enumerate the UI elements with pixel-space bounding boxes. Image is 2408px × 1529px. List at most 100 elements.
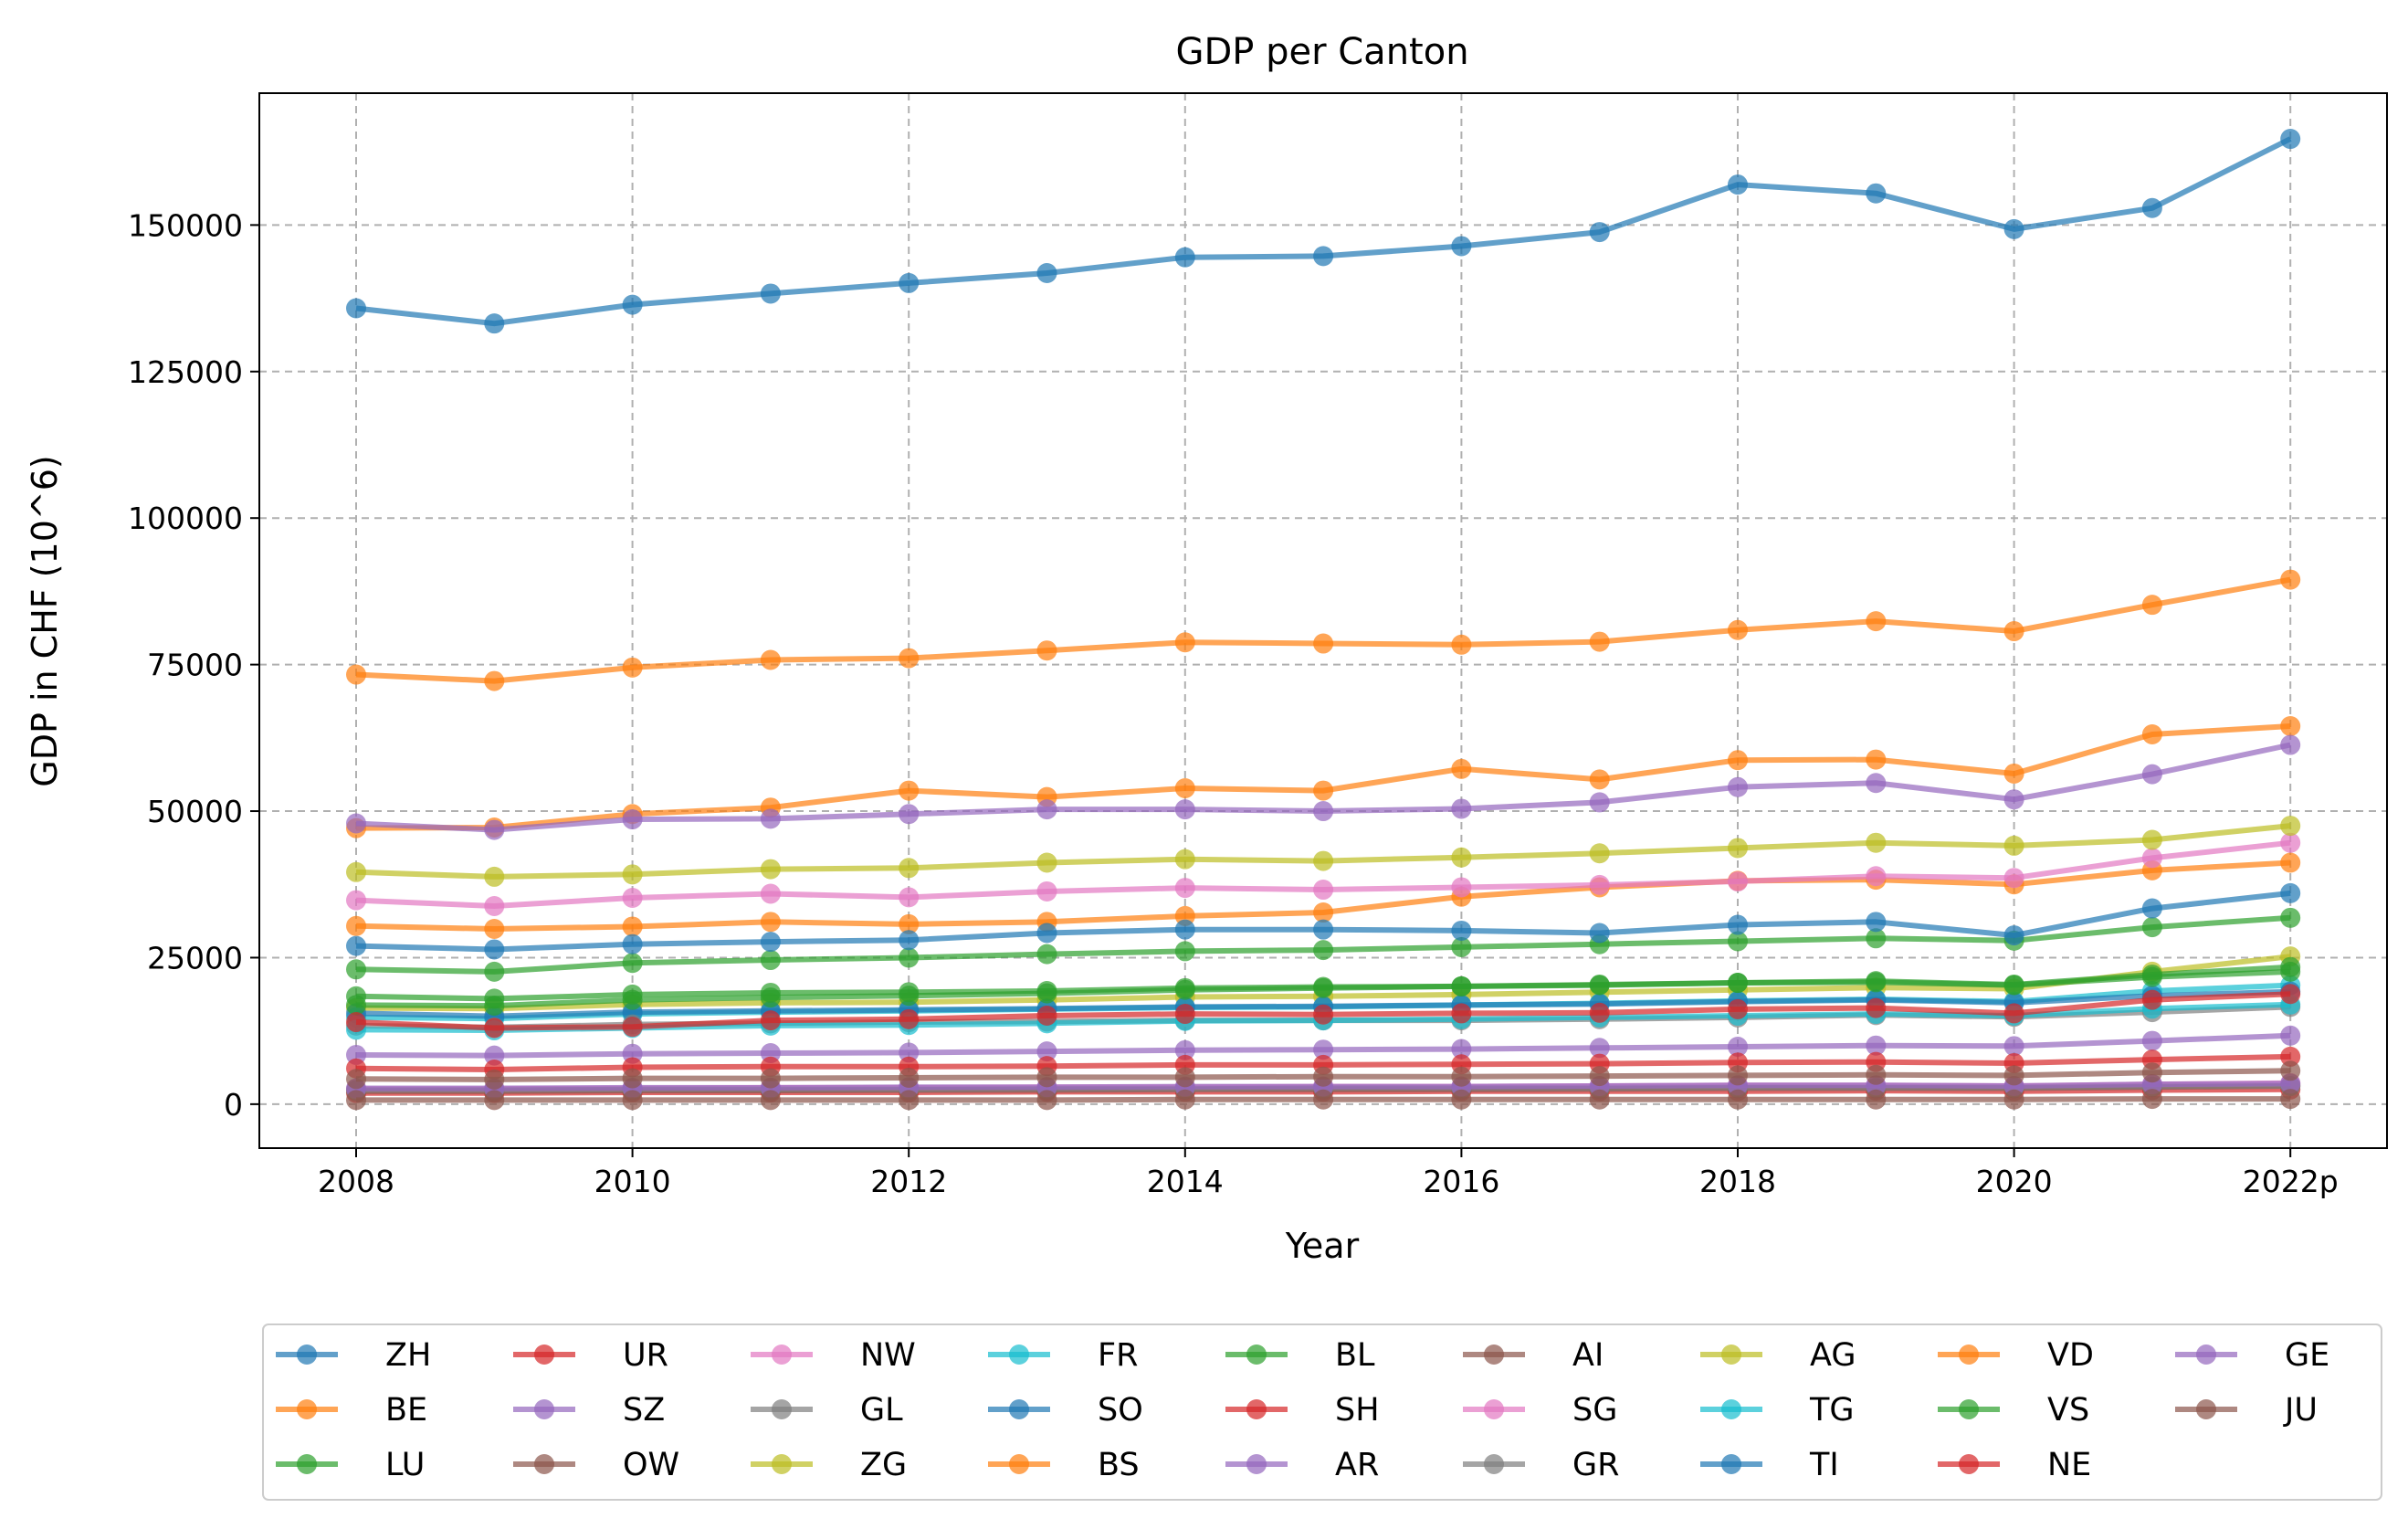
data-point: [1589, 1089, 1610, 1110]
legend-item-sz: SZ: [513, 1392, 665, 1429]
data-point: [1174, 799, 1195, 820]
data-point: [899, 858, 920, 879]
plot-frame: [258, 92, 2388, 1149]
data-point: [1589, 975, 1610, 996]
data-point: [1866, 1089, 1887, 1110]
data-point: [899, 930, 920, 951]
data-point: [2280, 1025, 2301, 1046]
data-point: [1174, 878, 1195, 899]
data-point: [2280, 1046, 2301, 1067]
data-point: [1174, 1067, 1195, 1088]
data-point: [1451, 1066, 1472, 1087]
data-point: [2003, 621, 2024, 642]
legend-item-nw: NW: [751, 1337, 916, 1374]
data-point: [1866, 773, 1887, 794]
legend-swatch-marker: [534, 1399, 554, 1419]
chart-title: GDP per Canton: [1175, 31, 1468, 73]
data-point: [1728, 1065, 1748, 1086]
data-point: [2003, 1065, 2024, 1086]
legend-label: NW: [860, 1337, 916, 1374]
data-point: [1313, 977, 1334, 998]
data-point: [1313, 633, 1334, 654]
data-point: [1313, 1039, 1334, 1060]
data-point: [760, 883, 781, 904]
legend-label: BE: [385, 1392, 427, 1429]
y-axis-label: GDP in CHF (10^6): [25, 455, 65, 787]
legend-label: LU: [385, 1447, 425, 1483]
data-point: [1451, 1003, 1472, 1024]
data-point: [346, 995, 366, 1016]
data-point: [1036, 1067, 1057, 1088]
series-ne: [346, 984, 2301, 1039]
data-point: [1866, 928, 1887, 949]
data-point: [1866, 866, 1887, 887]
series-vs: [346, 956, 2301, 1017]
legend-item-ai: AI: [1463, 1337, 1604, 1374]
legend-swatch-marker: [1009, 1344, 1029, 1365]
data-point: [1728, 838, 1748, 859]
data-point: [2141, 898, 2162, 919]
data-point: [2003, 974, 2024, 995]
data-point: [1451, 1089, 1472, 1110]
data-point: [1451, 847, 1472, 868]
data-point: [2141, 1030, 2162, 1051]
data-point: [1036, 1090, 1057, 1111]
data-point: [1313, 850, 1334, 871]
series-ju: [346, 1060, 2301, 1090]
legend-item-tg: TG: [1700, 1392, 1855, 1429]
legend-label: SG: [1572, 1392, 1617, 1429]
data-point: [1589, 222, 1610, 243]
data-point: [2003, 925, 2024, 946]
data-point: [1866, 183, 1887, 204]
x-tick-label: 2018: [1699, 1164, 1776, 1199]
data-point: [2280, 984, 2301, 1005]
data-point: [2280, 907, 2301, 928]
legend-swatch-marker: [772, 1344, 792, 1365]
data-point: [899, 887, 920, 908]
data-point: [1313, 801, 1334, 822]
data-point: [622, 1068, 643, 1089]
series-layer: [346, 129, 2301, 1111]
data-point: [1589, 843, 1610, 864]
data-point: [2141, 1089, 2162, 1110]
data-point: [346, 935, 366, 956]
data-point: [2280, 832, 2301, 853]
legend-item-so: SO: [988, 1392, 1143, 1429]
legend-swatch-marker: [1721, 1344, 1741, 1365]
legend-swatch-marker: [2196, 1399, 2216, 1419]
legend-item-bs: BS: [988, 1447, 1140, 1483]
data-point: [2280, 716, 2301, 736]
data-point: [1451, 798, 1472, 819]
data-point: [1036, 923, 1057, 944]
series-ag: [346, 816, 2301, 887]
legend-label: BS: [1098, 1447, 1140, 1483]
series-zh: [346, 129, 2301, 334]
data-point: [1451, 920, 1472, 941]
legend-label: TI: [1809, 1447, 1839, 1483]
data-point: [899, 1042, 920, 1063]
legend-label: GL: [860, 1392, 903, 1429]
data-point: [2280, 569, 2301, 590]
legend-label: AG: [1810, 1337, 1856, 1374]
data-point: [1036, 640, 1057, 661]
data-point: [484, 1018, 505, 1039]
data-point: [760, 808, 781, 829]
legend-item-vd: VD: [1938, 1337, 2094, 1374]
data-point: [760, 1068, 781, 1089]
data-point: [346, 915, 366, 936]
data-point: [1174, 1039, 1195, 1060]
legend-label: JU: [2283, 1392, 2318, 1429]
data-point: [2280, 1089, 2301, 1110]
series-line: [355, 576, 2291, 684]
series-ai: [346, 1089, 2301, 1111]
y-tick-label: 75000: [147, 648, 243, 683]
data-point: [1036, 1005, 1057, 1026]
legend-label: NE: [2047, 1447, 2091, 1483]
x-tick-label: 2014: [1147, 1164, 1224, 1199]
data-point: [1589, 923, 1610, 944]
data-point: [2280, 129, 2301, 150]
legend-item-fr: FR: [988, 1337, 1138, 1374]
legend-swatch-marker: [1484, 1399, 1504, 1419]
data-point: [2280, 816, 2301, 837]
data-point: [2141, 848, 2162, 869]
